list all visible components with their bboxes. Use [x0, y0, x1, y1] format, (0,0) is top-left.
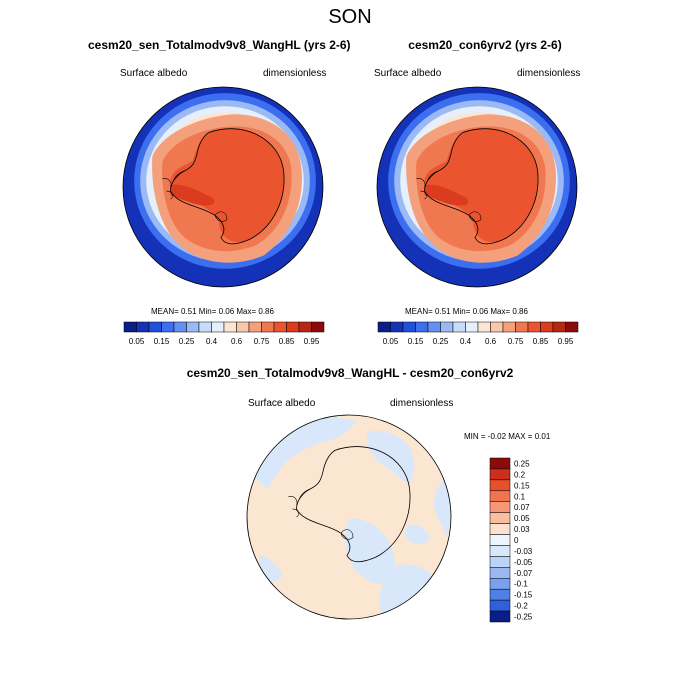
diff-colorbar-swatch	[489, 512, 511, 524]
panel2-colorbar-tick-label: 0.25	[433, 337, 449, 346]
panel1-colorbar: 0.05 0.15 0.25 0.4 0.6 0.75 0.85 0.95	[123, 321, 325, 346]
panel2-colorbar-swatch	[377, 321, 391, 333]
diff-colorbar-swatch	[489, 534, 511, 546]
panel1-colorbar-swatch	[261, 321, 275, 333]
panel2-colorbar-swatch	[390, 321, 404, 333]
panel1-colorbar-swatch	[236, 321, 250, 333]
panel2-colorbar-tick-label: 0.05	[383, 337, 399, 346]
diff-colorbar-tick-label: -0.07	[514, 569, 533, 578]
panel2-colorbar-swatch	[515, 321, 529, 333]
diff-colorbar-tick-label: -0.05	[514, 558, 533, 567]
diff-colorbar-tick-label: 0.03	[514, 525, 530, 534]
diff-units-label: dimensionless	[390, 398, 454, 409]
panel1-colorbar-swatch	[173, 321, 187, 333]
diff-colorbar-tick-label: 0.15	[514, 481, 530, 490]
panel2-colorbar-swatch	[527, 321, 541, 333]
panel1-colorbar-tick-label: 0.15	[154, 337, 170, 346]
diff-colorbar-tick-label: 0	[514, 536, 519, 545]
panel1-title: cesm20_sen_Totalmodv9v8_WangHL (yrs 2-6)	[88, 38, 351, 52]
diff-colorbar-swatch	[489, 556, 511, 568]
panel2-colorbar-swatch	[440, 321, 454, 333]
diff-colorbar-tick-label: -0.15	[514, 591, 533, 600]
panel1-colorbar-tick-label: 0.4	[206, 337, 218, 346]
panel2-colorbar-swatch	[427, 321, 441, 333]
panel2-colorbar-tick-label: 0.6	[485, 337, 497, 346]
diff-colorbar-swatch	[489, 479, 511, 492]
panel1-colorbar-swatch	[198, 321, 212, 333]
diff-colorbar-swatch	[489, 457, 511, 470]
panel1-stats: MEAN= 0.51 Min= 0.06 Max= 0.86	[151, 307, 274, 316]
panel1-colorbar-tick-label: 0.6	[231, 337, 243, 346]
panel1-colorbar-tick-label: 0.75	[254, 337, 270, 346]
panel2-colorbar-swatch	[565, 321, 579, 333]
panel2-colorbar-swatch	[402, 321, 416, 333]
panel2-variable-label: Surface albedo	[374, 68, 442, 79]
diff-colorbar-tick-label: 0.05	[514, 514, 530, 523]
panel1-colorbar-swatch	[123, 321, 137, 333]
panel2-colorbar-swatch	[552, 321, 566, 333]
panel1-colorbar-swatch	[148, 321, 162, 333]
panel1-colorbar-swatch	[273, 321, 287, 333]
diff-colorbar-swatch	[489, 588, 511, 601]
diff-colorbar: 0.25 0.2 0.15 0.1 0.07 0.05 0.03 0 -0.03 -0.05 -0.…	[489, 457, 533, 623]
panel2-map	[376, 86, 578, 288]
panel2-title: cesm20_con6yrv2 (yrs 2-6)	[408, 38, 562, 52]
panel1-colorbar-tick-label: 0.25	[179, 337, 195, 346]
panel2-stats: MEAN= 0.51 Min= 0.06 Max= 0.86	[405, 307, 528, 316]
diff-colorbar-swatch	[489, 578, 511, 590]
diff-colorbar-swatch	[489, 523, 511, 535]
panel2-colorbar-swatch	[452, 321, 466, 333]
panel2-colorbar: 0.05 0.15 0.25 0.4 0.6 0.75 0.85 0.95	[377, 321, 579, 346]
panel1-colorbar-swatch	[186, 321, 200, 333]
panel1-colorbar-tick-label: 0.95	[304, 337, 320, 346]
diff-variable-label: Surface albedo	[248, 398, 316, 409]
panel2-colorbar-tick-label: 0.15	[408, 337, 424, 346]
panel2-colorbar-swatch	[415, 321, 429, 333]
panel1-colorbar-swatch	[136, 321, 150, 333]
diff-colorbar-swatch	[489, 545, 511, 557]
panel1-colorbar-swatch	[223, 321, 237, 333]
panel1-colorbar-swatch	[211, 321, 225, 333]
diff-colorbar-swatch	[489, 468, 511, 481]
panel2-colorbar-swatch	[502, 321, 516, 333]
diff-colorbar-swatch	[489, 599, 511, 612]
panel1-colorbar-swatch	[286, 321, 300, 333]
diff-colorbar-swatch	[489, 610, 511, 623]
panel2-colorbar-swatch	[477, 321, 491, 333]
panel2-units-label: dimensionless	[517, 68, 581, 79]
panel1-colorbar-tick-label: 0.85	[279, 337, 295, 346]
panel1-colorbar-swatch	[311, 321, 325, 333]
panel2-colorbar-tick-label: 0.85	[533, 337, 549, 346]
diff-colorbar-tick-label: 0.25	[514, 459, 530, 468]
diff-colorbar-tick-label: 0.1	[514, 492, 526, 501]
diff-panel-title: cesm20_sen_Totalmodv9v8_WangHL - cesm20_…	[186, 366, 514, 380]
panel1-colorbar-tick-label: 0.05	[129, 337, 145, 346]
diff-colorbar-tick-label: -0.25	[514, 613, 533, 622]
diff-colorbar-tick-label: -0.1	[514, 580, 528, 589]
panel2-colorbar-tick-label: 0.75	[508, 337, 524, 346]
panel1-map	[122, 86, 324, 288]
diff-colorbar-tick-label: -0.2	[514, 602, 528, 611]
diff-colorbar-swatch	[489, 501, 511, 513]
panel1-colorbar-swatch	[248, 321, 262, 333]
diff-colorbar-swatch	[489, 490, 511, 502]
diff-colorbar-swatch	[489, 567, 511, 579]
panel2-colorbar-tick-label: 0.95	[558, 337, 574, 346]
panel1-variable-label: Surface albedo	[120, 68, 188, 79]
diff-stats: MIN = -0.02 MAX = 0.01	[464, 432, 551, 441]
season-title: SON	[328, 6, 372, 28]
diff-colorbar-tick-label: 0.2	[514, 470, 526, 479]
diff-colorbar-tick-label: 0.07	[514, 503, 530, 512]
diff-map	[246, 414, 452, 620]
panel2-colorbar-tick-label: 0.4	[460, 337, 472, 346]
diff-colorbar-tick-label: -0.03	[514, 547, 533, 556]
panel2-colorbar-swatch	[490, 321, 504, 333]
panel1-units-label: dimensionless	[263, 68, 327, 79]
panel1-colorbar-swatch	[298, 321, 312, 333]
panel2-colorbar-swatch	[465, 321, 479, 333]
panel2-colorbar-swatch	[540, 321, 554, 333]
panel1-colorbar-swatch	[161, 321, 175, 333]
